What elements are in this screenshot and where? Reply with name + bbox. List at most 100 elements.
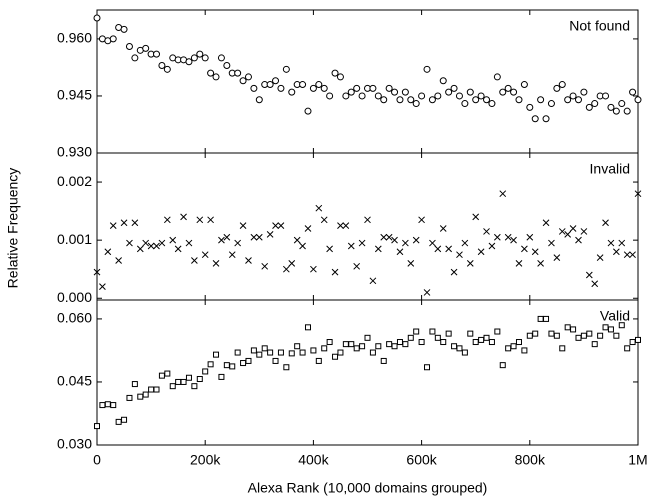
marker <box>212 260 220 267</box>
marker <box>488 100 496 108</box>
marker <box>174 245 182 253</box>
marker <box>126 394 133 401</box>
marker <box>466 88 474 96</box>
marker <box>109 35 117 43</box>
marker <box>191 257 198 264</box>
marker <box>309 84 317 92</box>
marker <box>234 69 242 77</box>
y-tick-label: 0.000 <box>57 289 92 305</box>
marker <box>250 233 258 241</box>
marker <box>456 345 463 352</box>
marker <box>175 378 182 385</box>
marker <box>337 222 344 229</box>
marker <box>380 96 388 104</box>
marker <box>531 248 539 256</box>
marker <box>136 245 144 253</box>
marker <box>207 69 215 77</box>
marker <box>575 334 582 341</box>
marker <box>613 248 620 256</box>
marker <box>115 418 122 425</box>
marker <box>266 230 274 238</box>
marker <box>315 204 323 212</box>
marker <box>185 374 192 381</box>
marker <box>94 423 100 430</box>
marker <box>320 216 328 224</box>
marker <box>310 347 317 354</box>
marker <box>272 222 279 229</box>
marker <box>445 245 453 253</box>
marker <box>483 334 490 341</box>
marker <box>526 103 534 111</box>
marker <box>618 239 626 247</box>
marker <box>418 92 426 100</box>
marker <box>148 386 155 393</box>
marker <box>607 103 615 111</box>
marker <box>104 248 112 256</box>
marker <box>288 88 296 96</box>
y-tick-label: 0.002 <box>57 173 92 189</box>
marker <box>299 242 306 250</box>
marker <box>596 254 604 261</box>
marker <box>472 339 479 346</box>
marker <box>277 349 284 356</box>
marker <box>374 245 382 253</box>
marker <box>310 265 317 273</box>
marker <box>153 242 160 250</box>
marker <box>624 345 631 352</box>
marker <box>358 92 366 100</box>
marker <box>461 239 469 247</box>
marker <box>169 383 176 390</box>
marker <box>499 190 507 198</box>
y-tick-label: 0.060 <box>57 310 92 326</box>
marker <box>358 239 366 247</box>
marker <box>537 260 544 267</box>
marker <box>607 326 614 333</box>
marker <box>520 81 528 89</box>
marker <box>239 77 247 85</box>
marker <box>618 322 625 329</box>
marker <box>201 251 209 259</box>
y-tick-label: 0.960 <box>57 30 92 46</box>
marker <box>380 233 388 241</box>
marker <box>104 401 111 408</box>
marker <box>629 339 636 346</box>
marker <box>369 84 377 92</box>
marker <box>218 236 225 244</box>
marker <box>315 357 322 364</box>
marker <box>299 349 306 356</box>
series-label: Invalid <box>590 161 630 177</box>
marker <box>607 239 615 247</box>
marker <box>466 260 474 267</box>
marker <box>412 236 420 244</box>
marker <box>613 332 620 339</box>
marker <box>575 236 582 244</box>
marker <box>196 50 204 58</box>
series-label: Not found <box>569 18 630 34</box>
marker <box>217 54 225 62</box>
marker <box>245 257 252 264</box>
marker <box>234 349 241 356</box>
x-tick-label: 1M <box>628 452 647 468</box>
marker <box>477 92 485 100</box>
marker <box>255 96 263 104</box>
marker <box>294 343 301 350</box>
marker <box>537 96 545 104</box>
marker <box>336 73 344 81</box>
marker <box>564 324 571 331</box>
marker <box>445 330 452 337</box>
marker <box>510 236 517 244</box>
marker <box>494 328 501 335</box>
marker <box>93 268 101 276</box>
marker <box>120 25 128 33</box>
marker <box>121 416 128 423</box>
marker <box>158 62 166 70</box>
marker <box>574 96 582 104</box>
marker <box>488 339 495 346</box>
marker <box>282 265 290 273</box>
marker <box>558 228 566 235</box>
marker <box>472 213 480 221</box>
series-label: Valid <box>600 308 630 324</box>
marker <box>331 268 339 276</box>
marker <box>374 92 382 100</box>
marker <box>504 84 512 92</box>
